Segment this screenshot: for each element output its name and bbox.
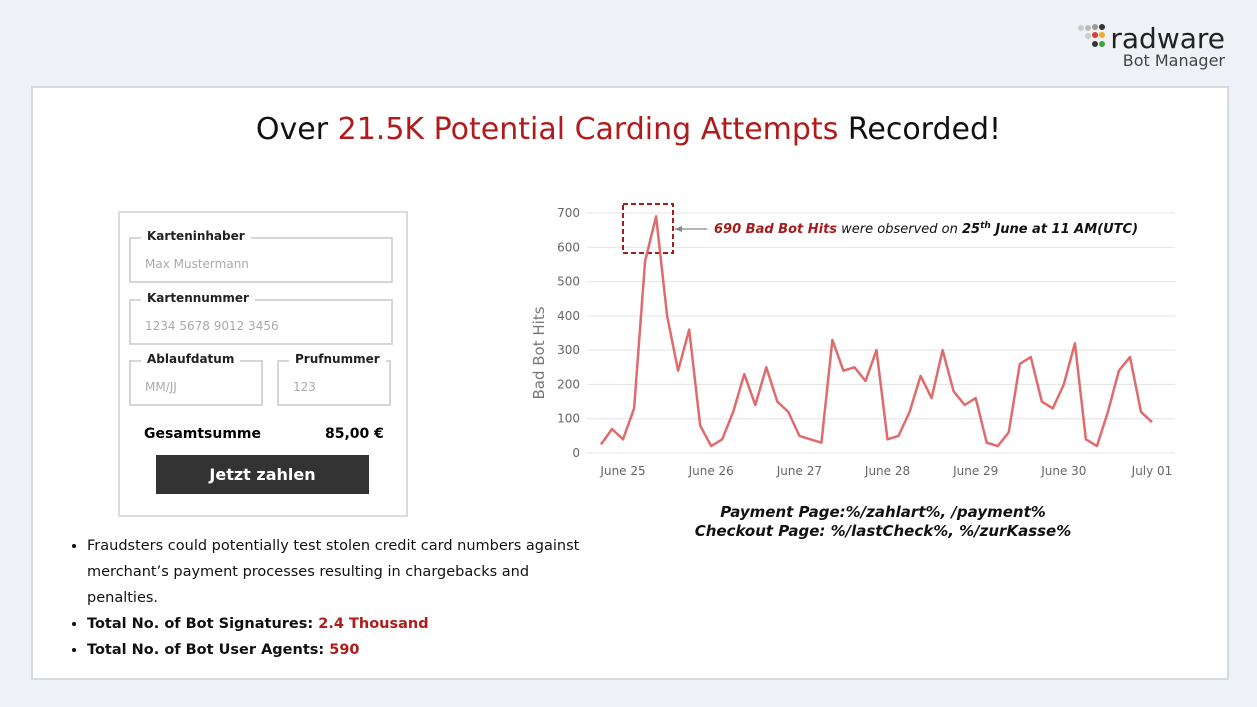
chart: July 01 June 30 June 29 June 28 June 27 June … — [530, 203, 1175, 540]
field-label: Prufnummer — [289, 352, 386, 366]
annotation-highlight: 690 Bad Bot Hits — [714, 222, 837, 237]
field: Ablaufdatum MM/JJ — [129, 352, 263, 406]
annotation: 690 Bad Bot Hits were observed on 25th J… — [714, 221, 1138, 237]
annotation-date: June at 11 AM(UTC) — [991, 222, 1138, 237]
y-tick-label: 500 — [557, 275, 580, 289]
y-tick-label: 400 — [557, 309, 580, 323]
placeholder: MM/JJ — [145, 380, 177, 394]
x-tick-label: June 30 — [1040, 464, 1086, 478]
field-label: Karteninhaber — [141, 229, 251, 243]
caption: Checkout Page: %/lastCheck%, %/zurKasse% — [695, 522, 1072, 540]
y-tick-label: 0 — [572, 446, 580, 460]
bullet: Total No. of Bot User Agents: 590 — [87, 637, 587, 663]
bullet-text: Total No. of Bot Signatures: — [87, 616, 319, 632]
field: Kartennummer 1234 5678 9012 3456 — [129, 291, 393, 345]
bullet-text: Total No. of Bot User Agents: — [87, 642, 330, 658]
pay-button[interactable]: Jetzt zahlen — [156, 455, 369, 494]
x-tick-label: June 28 — [864, 464, 910, 478]
x-tick-label: July 01 — [1131, 464, 1173, 478]
placeholder: 123 — [293, 380, 316, 394]
bullet-highlight: 2.4 Thousand — [318, 616, 429, 632]
placeholder: Max Mustermann — [145, 257, 249, 271]
y-tick-label: 700 — [557, 206, 580, 220]
title-text: Over — [255, 112, 338, 147]
y-tick-label: 600 — [557, 240, 580, 254]
y-tick-label: 100 — [557, 412, 580, 426]
field-label: Ablaufdatum — [141, 352, 241, 366]
logo-name: radware — [1110, 22, 1225, 55]
field: Prufnummer 123 — [277, 352, 391, 406]
annotation-suffix: th — [980, 221, 991, 231]
y-axis-label: Bad Bot Hits — [530, 306, 548, 399]
bullet-text: Fraudsters could potentially test stolen… — [87, 538, 580, 606]
annotation-text: were observed on — [837, 222, 962, 237]
logo: radware Bot Manager — [1078, 22, 1226, 70]
x-tick-label: June 25 — [599, 464, 645, 478]
title-highlight: 21.5K Potential Carding Attempts — [337, 112, 839, 147]
field-label: Kartennummer — [141, 291, 255, 305]
y-tick-label: 200 — [557, 377, 580, 391]
bullet: Fraudsters could potentially test stolen… — [87, 533, 587, 611]
logo-product: Bot Manager — [1123, 51, 1226, 70]
bullets: Fraudsters could potentially test stolen… — [70, 533, 587, 663]
total-value: 85,00 € — [325, 426, 384, 442]
bullet-highlight: 590 — [329, 642, 360, 658]
bullet: Total No. of Bot Signatures: 2.4 Thousan… — [87, 611, 587, 637]
field: Karteninhaber Max Mustermann — [129, 229, 393, 283]
logo-dots — [1078, 24, 1105, 47]
arrow-head — [675, 226, 682, 232]
y-tick-label: 300 — [557, 343, 580, 357]
line — [599, 215, 1153, 448]
title: Over 21.5K Potential Carding Attempts Re… — [0, 112, 1257, 147]
placeholder: 1234 5678 9012 3456 — [145, 319, 279, 333]
x-tick-label: June 26 — [688, 464, 734, 478]
x-tick-label: June 29 — [952, 464, 998, 478]
x-tick-label: June 27 — [776, 464, 822, 478]
total-label: Gesamtsumme — [144, 426, 262, 442]
caption: Payment Page:%/zahlart%, /payment% — [720, 503, 1046, 521]
title-text: Recorded! — [838, 112, 1002, 147]
annotation-day: 25 — [962, 222, 980, 237]
